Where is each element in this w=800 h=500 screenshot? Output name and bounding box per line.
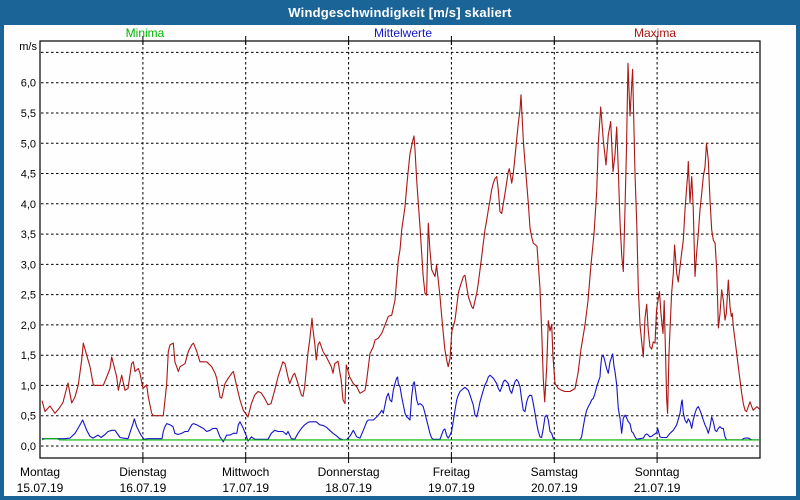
day-name-label: Sonntag — [635, 465, 680, 479]
svg-text:3,0: 3,0 — [21, 259, 36, 271]
y-axis-labels: 0,0 0,5 1,0 1,5 2,0 2,5 3,0 3,5 4,0 4,5 5,0 5,5 6,0 — [21, 78, 36, 453]
day-date-label: 21.07.19 — [634, 481, 681, 495]
day-date-label: 18.07.19 — [325, 481, 372, 495]
day-name-label: Samstag — [531, 465, 578, 479]
svg-text:1,5: 1,5 — [21, 350, 36, 362]
y-axis-unit-label: m/s — [19, 41, 37, 53]
chart-legend: Minima Mittelwerte Maxima — [126, 26, 677, 40]
svg-text:1,0: 1,0 — [21, 380, 36, 392]
series-line-minima — [41, 438, 760, 441]
day-date-label: 20.07.19 — [531, 481, 578, 495]
svg-text:5,5: 5,5 — [21, 108, 36, 120]
plot-border — [39, 40, 761, 459]
day-date-label: 19.07.19 — [428, 481, 475, 495]
day-date-label: 16.07.19 — [120, 481, 167, 495]
svg-text:0,0: 0,0 — [21, 441, 36, 453]
day-name-label: Donnerstag — [318, 465, 380, 479]
day-date-label: 15.07.19 — [17, 481, 64, 495]
window-title: Windgeschwindigkeit [m/s] skaliert — [288, 5, 512, 20]
legend-minima: Minima — [126, 26, 165, 40]
svg-text:4,0: 4,0 — [21, 199, 36, 211]
day-date-label: 17.07.19 — [222, 481, 269, 495]
series-line-maxima — [41, 62, 761, 418]
day-name-label: Montag — [20, 465, 60, 479]
chart-background — [4, 25, 796, 496]
legend-maxima: Maxima — [634, 26, 676, 40]
svg-text:2,0: 2,0 — [21, 320, 36, 332]
day-name-label: Dienstag — [119, 465, 166, 479]
svg-text:4,5: 4,5 — [21, 169, 36, 181]
svg-text:6,0: 6,0 — [21, 78, 36, 90]
svg-text:0,5: 0,5 — [21, 411, 36, 423]
series-line-mittelwerte — [42, 353, 760, 443]
svg-text:3,5: 3,5 — [21, 229, 36, 241]
legend-mittelwerte: Mittelwerte — [374, 26, 432, 40]
day-name-label: Freitag — [433, 465, 470, 479]
day-name-label: Mittwoch — [222, 465, 269, 479]
svg-text:5,0: 5,0 — [21, 138, 36, 150]
svg-text:2,5: 2,5 — [21, 290, 36, 302]
x-axis-labels: Montag 15.07.19 Dienstag 16.07.19 Mittwoch 17… — [17, 465, 681, 495]
